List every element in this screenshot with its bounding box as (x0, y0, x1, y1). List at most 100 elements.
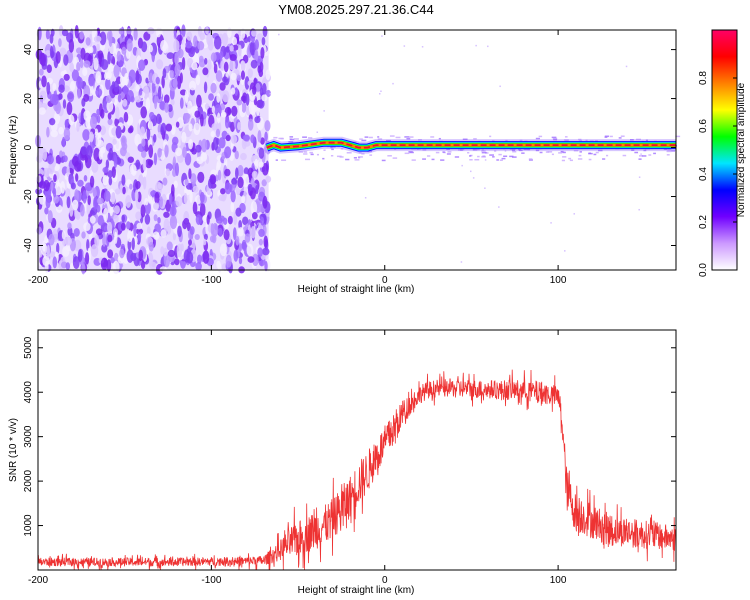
noise-speck (215, 128, 221, 138)
noise-speck (147, 121, 154, 130)
noise-speck (181, 24, 186, 38)
noise-speck (163, 247, 168, 257)
snr-y-label: SNR (10 * v/v) (8, 418, 19, 482)
noise-speck (186, 31, 193, 41)
speckle-mark (467, 151, 470, 154)
noise-speck (77, 179, 84, 187)
noise-speck (144, 197, 149, 206)
speckle-mark (323, 110, 325, 112)
noise-speck (99, 31, 107, 46)
speckle-mark (469, 158, 473, 161)
noise-speck (155, 76, 160, 85)
noise-speck (192, 185, 199, 193)
noise-speck (241, 195, 246, 204)
noise-speck (225, 254, 232, 268)
speckle-mark (519, 149, 523, 152)
noise-speck (117, 94, 122, 103)
noise-speck (103, 207, 109, 222)
noise-speck (89, 131, 94, 143)
speckle-mark (538, 135, 543, 138)
noise-speck (62, 155, 68, 163)
speckle-mark (358, 156, 363, 158)
noise-speck (134, 189, 139, 203)
snr-series-line (37, 369, 677, 570)
noise-speck (149, 111, 155, 120)
noise-speck (61, 230, 66, 240)
noise-speck (184, 153, 192, 166)
noise-speck (95, 71, 102, 84)
noise-speck (164, 102, 170, 113)
speckle-mark (403, 45, 406, 47)
noise-speck (103, 190, 111, 202)
noise-speck (219, 243, 228, 257)
noise-speck (245, 93, 250, 106)
noise-speck (215, 70, 223, 82)
noise-speck (148, 144, 154, 159)
speckle-mark (289, 136, 294, 138)
noise-speck (136, 222, 143, 230)
noise-speck (243, 167, 249, 175)
speckle-mark (527, 148, 531, 151)
noise-speck (188, 46, 196, 58)
speckle-mark (446, 153, 451, 155)
noise-speck (175, 147, 182, 157)
speckle-mark (496, 159, 499, 161)
noise-speck (235, 167, 239, 180)
speckle-mark (377, 136, 380, 138)
noise-speck (129, 125, 134, 133)
speckle-mark (358, 152, 362, 154)
speckle-mark (499, 85, 501, 88)
noise-speck (218, 194, 226, 202)
noise-speck (76, 121, 80, 132)
noise-speck (95, 228, 103, 236)
noise-speck (156, 27, 162, 38)
speckle-mark (625, 65, 628, 68)
noise-speck (121, 46, 127, 55)
noise-speck (146, 126, 151, 141)
noise-speck (210, 130, 215, 138)
noise-speck (183, 192, 188, 205)
noise-speck (254, 158, 259, 170)
noise-speck (260, 216, 265, 226)
noise-speck (261, 162, 269, 176)
noise-speck (224, 168, 231, 177)
noise-speck (100, 108, 105, 119)
speckle-mark (438, 137, 441, 140)
noise-speck (261, 179, 267, 187)
noise-speck (42, 148, 48, 161)
noise-speck (242, 173, 250, 188)
spectrogram-y-ticks: -40 -20 0 20 40 (23, 44, 676, 253)
noise-speck (71, 155, 80, 167)
noise-speck (220, 60, 225, 72)
noise-speck (89, 215, 96, 224)
speckle-mark (364, 197, 367, 199)
noise-speck (242, 216, 249, 226)
noise-speck (100, 59, 109, 70)
noise-speck (54, 182, 63, 196)
noise-speck (179, 72, 183, 84)
noise-speck (69, 205, 74, 217)
speckle-mark (593, 153, 597, 156)
speckle-mark (560, 151, 563, 153)
speckle-mark (361, 139, 367, 142)
speckle-mark (460, 261, 463, 263)
noise-speck (61, 29, 69, 37)
speckle-mark (602, 158, 606, 160)
noise-speck (198, 55, 204, 63)
noise-speck (261, 37, 266, 46)
noise-speck (62, 246, 70, 257)
noise-speck (81, 146, 88, 156)
speckle-mark (461, 148, 465, 151)
noise-speck (220, 188, 226, 195)
speckle-mark (481, 149, 484, 151)
speckle-mark (426, 155, 431, 157)
speckle-mark (380, 90, 382, 93)
noise-speck (257, 130, 262, 143)
noise-speck (154, 95, 158, 110)
noise-speck (197, 254, 202, 264)
noise-speck (129, 164, 137, 175)
spectrogram-plot (35, 24, 681, 275)
speckle-mark (511, 149, 516, 152)
noise-speck (202, 250, 210, 264)
